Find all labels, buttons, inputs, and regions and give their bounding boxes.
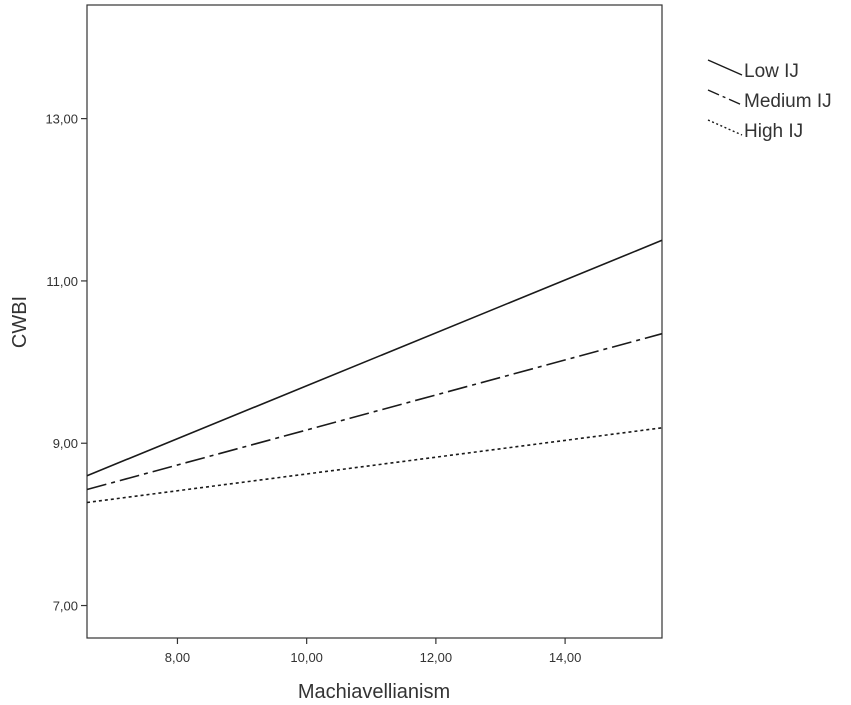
x-axis-title: Machiavellianism [298, 681, 450, 703]
x-tick-label: 8,00 [165, 650, 190, 665]
y-axis: 7,00 9,00 11,00 13,00 [45, 112, 87, 614]
x-tick-label: 10,00 [290, 650, 323, 665]
legend-swatch [707, 89, 743, 106]
series-line-high-ij [86, 427, 663, 504]
y-tick-label: 11,00 [46, 274, 78, 289]
y-tick-label: 13,00 [45, 112, 78, 127]
y-tick-label: 7,00 [53, 599, 78, 614]
y-tick-label: 9,00 [53, 436, 78, 451]
x-tick-label: 12,00 [420, 650, 453, 665]
y-axis-title: CWBI [9, 296, 31, 348]
x-axis: 8,00 10,00 12,00 14,00 [165, 638, 582, 665]
legend-swatch [707, 59, 743, 76]
legend-label: High IJ [744, 121, 803, 142]
legend-label: Low IJ [744, 61, 799, 82]
legend: Low IJ Medium IJ High IJ [707, 59, 832, 142]
x-tick-label: 14,00 [549, 650, 582, 665]
series-lines [86, 239, 663, 504]
legend-swatch [707, 119, 743, 136]
series-line-low-ij [86, 239, 663, 477]
legend-label: Medium IJ [744, 91, 832, 112]
plot-area [86, 4, 663, 639]
series-line-medium-ij [86, 332, 663, 491]
